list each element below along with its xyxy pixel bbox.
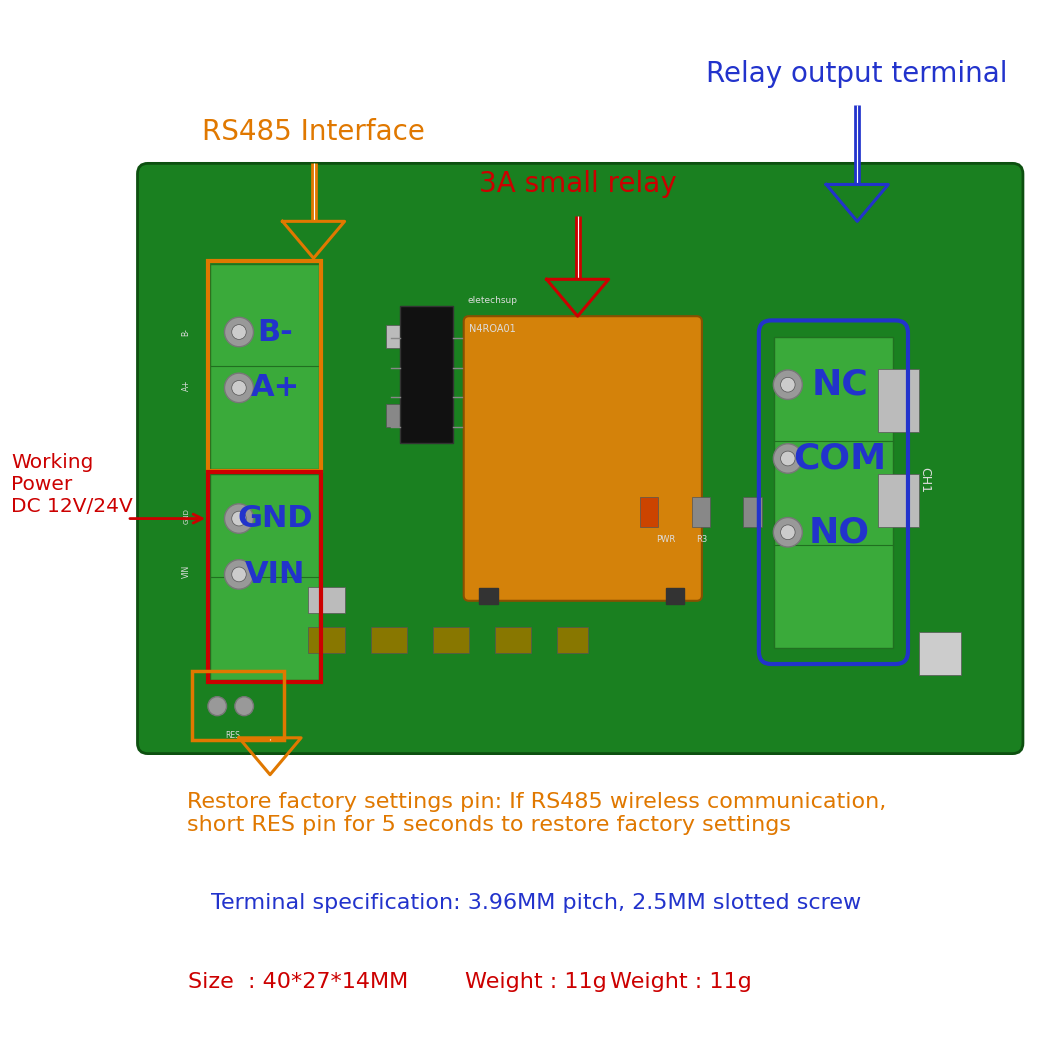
Circle shape — [781, 525, 795, 540]
Bar — [208, 472, 320, 682]
Bar — [386, 325, 419, 348]
Bar — [640, 497, 659, 527]
Text: NC: NC — [812, 368, 868, 402]
Circle shape — [232, 325, 247, 339]
Bar — [743, 497, 762, 527]
Circle shape — [208, 697, 227, 716]
Text: COM: COM — [793, 442, 886, 475]
Text: R3: R3 — [697, 535, 707, 544]
Bar — [878, 369, 919, 432]
Circle shape — [774, 518, 802, 547]
Text: Weight : 11g: Weight : 11g — [465, 973, 607, 992]
Circle shape — [225, 560, 253, 589]
Bar — [193, 671, 284, 740]
Text: VIN: VIN — [181, 565, 191, 578]
Bar — [878, 474, 919, 527]
FancyBboxPatch shape — [464, 316, 702, 601]
FancyBboxPatch shape — [137, 163, 1023, 754]
Circle shape — [225, 317, 253, 347]
Bar — [691, 497, 710, 527]
Text: Restore factory settings pin: If RS485 wireless communication,
short RES pin for: Restore factory settings pin: If RS485 w… — [187, 793, 885, 835]
Text: CH1: CH1 — [918, 467, 931, 492]
Bar — [210, 474, 318, 680]
Bar — [919, 632, 961, 675]
Circle shape — [232, 567, 247, 582]
Text: A+: A+ — [181, 378, 191, 391]
Bar — [210, 264, 318, 469]
Text: B-: B- — [257, 317, 293, 347]
Bar — [494, 627, 531, 653]
Bar — [208, 261, 320, 471]
Bar — [666, 588, 684, 604]
Text: Weight : 11g: Weight : 11g — [610, 973, 753, 992]
Text: Size  : 40*27*14MM: Size : 40*27*14MM — [188, 973, 408, 992]
Circle shape — [774, 370, 802, 399]
Circle shape — [781, 451, 795, 466]
Bar — [309, 587, 345, 613]
Circle shape — [232, 380, 247, 395]
Bar — [432, 627, 469, 653]
Text: Relay output terminal: Relay output terminal — [706, 60, 1008, 87]
Circle shape — [235, 697, 253, 716]
Circle shape — [774, 444, 802, 473]
Text: GND: GND — [183, 508, 189, 525]
Text: GND: GND — [237, 504, 313, 533]
Bar — [386, 404, 415, 427]
Text: B-: B- — [181, 328, 191, 336]
Bar — [371, 627, 407, 653]
Text: RS485 Interface: RS485 Interface — [202, 118, 425, 145]
Bar — [309, 627, 345, 653]
Circle shape — [225, 504, 253, 533]
Text: NO: NO — [809, 515, 871, 549]
Circle shape — [781, 377, 795, 392]
Circle shape — [225, 373, 253, 403]
Text: PWR: PWR — [656, 535, 676, 544]
Text: Terminal specification: 3.96MM pitch, 2.5MM slotted screw: Terminal specification: 3.96MM pitch, 2.… — [211, 894, 861, 913]
Text: N4ROA01: N4ROA01 — [469, 324, 516, 334]
Text: A+: A+ — [251, 373, 299, 403]
Text: 3A small relay: 3A small relay — [479, 171, 677, 198]
Bar — [399, 306, 453, 443]
Circle shape — [232, 511, 247, 526]
Bar — [557, 627, 588, 653]
Bar — [480, 588, 497, 604]
Text: RES: RES — [226, 731, 240, 740]
Text: Working
Power
DC 12V/24V: Working Power DC 12V/24V — [12, 453, 133, 516]
Text: eletechsup: eletechsup — [468, 296, 518, 305]
Text: VIN: VIN — [245, 560, 306, 589]
Bar — [775, 337, 894, 648]
